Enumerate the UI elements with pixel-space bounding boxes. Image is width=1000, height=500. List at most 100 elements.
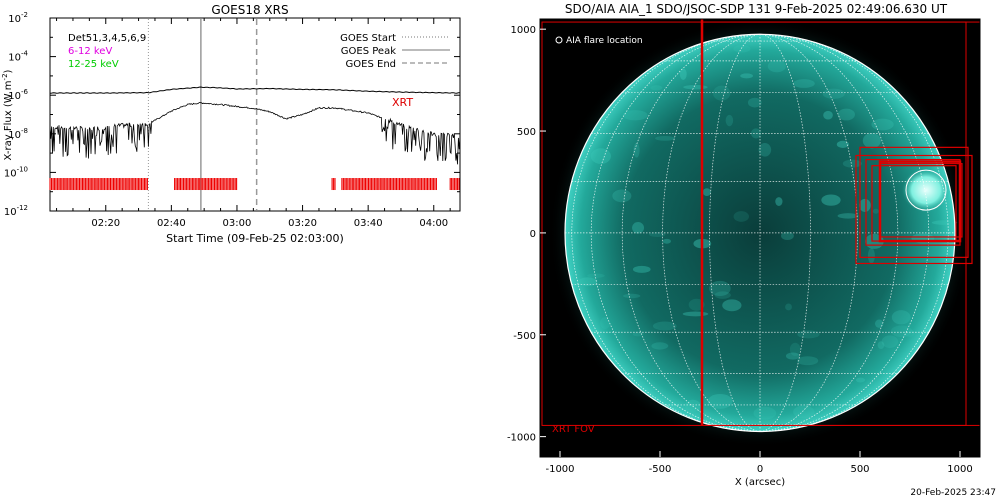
coronal-brightening bbox=[874, 319, 884, 328]
goes-chart-title: GOES18 XRS bbox=[211, 3, 288, 17]
aia-legend-marker bbox=[555, 36, 563, 44]
goes-y-tick-base: 10 bbox=[8, 91, 21, 102]
xrt-coverage-group bbox=[49, 178, 460, 191]
coronal-brightening bbox=[679, 68, 687, 80]
flare-brightening bbox=[902, 168, 950, 213]
coronal-brightening bbox=[707, 393, 733, 409]
coronal-brightening bbox=[785, 352, 800, 360]
aia-y-tick-label: 0 bbox=[530, 229, 536, 240]
goes-x-axis-label: Start Time (09-Feb-25 02:03:00) bbox=[166, 232, 344, 245]
coronal-brightening bbox=[733, 211, 750, 222]
aia-y-tick-label: -500 bbox=[513, 331, 536, 342]
goes-y-axis-label-main: X-ray Flux (W m bbox=[3, 80, 14, 160]
coronal-brightening bbox=[722, 299, 742, 312]
goes-x-axis: 02:20 02:40 03:00 03:20 03:40 04:00 bbox=[56, 18, 451, 229]
coronal-brightening bbox=[793, 405, 815, 419]
goes-y-tick-exp: -4 bbox=[21, 50, 29, 58]
xrt-fov-box-small bbox=[859, 146, 969, 258]
limb-outline bbox=[564, 33, 956, 433]
goes-y-axis-label-sup: -2 bbox=[1, 73, 9, 80]
coronal-brightening bbox=[890, 325, 913, 338]
goes-y-tick-base: 10 bbox=[8, 53, 21, 64]
coronal-brightening bbox=[740, 73, 753, 79]
longitude-grid-line bbox=[759, 33, 858, 432]
coronal-brightening bbox=[855, 377, 866, 383]
aia-y-axis: 1000 500 0 -500 -1000 bbox=[507, 25, 546, 444]
coronal-brightening bbox=[747, 97, 762, 108]
goes-legend-right-entry: GOES Start bbox=[340, 33, 396, 44]
coronal-brightening bbox=[713, 85, 731, 101]
coronal-brightening bbox=[775, 197, 783, 206]
coronal-brightening bbox=[590, 148, 611, 164]
goes-y-tick-label: 10-2 bbox=[8, 11, 28, 25]
coronal-brightening bbox=[796, 356, 819, 366]
flare-location-marker bbox=[905, 169, 947, 211]
coronal-brightening bbox=[931, 220, 958, 225]
coronal-brightening bbox=[633, 142, 640, 158]
coronal-brightening bbox=[702, 188, 711, 196]
aia-image-chart: SDO/AIA AIA_1 SDO/JSOC-SDP 131 9-Feb-202… bbox=[507, 2, 981, 488]
goes-legend-right-entry: GOES End bbox=[346, 59, 396, 70]
aia-image-content bbox=[541, 19, 980, 448]
coronal-brightening bbox=[600, 317, 611, 330]
goes-y-axis-label: X-ray Flux (W m-2) bbox=[1, 69, 14, 160]
coronal-brightening bbox=[904, 329, 915, 338]
goes-y-tick-base: 10 bbox=[8, 130, 21, 141]
coronal-brightening bbox=[785, 303, 792, 311]
coronal-brightening bbox=[821, 194, 841, 206]
coronal-brightening bbox=[867, 247, 875, 264]
coronal-brightening bbox=[859, 198, 871, 212]
longitude-grid-line bbox=[709, 33, 761, 432]
aia-x-tick-label: 0 bbox=[757, 464, 763, 475]
goes-y-tick-base: 10 bbox=[4, 207, 17, 218]
goes-x-tick-label: 02:40 bbox=[157, 218, 186, 229]
goes-y-tick-base: 10 bbox=[4, 168, 17, 179]
coronal-brightening bbox=[683, 84, 708, 90]
goes-y-tick-label: 10-4 bbox=[8, 50, 28, 64]
coronal-brightening bbox=[682, 311, 709, 317]
xrt-fov-label: XRT FOV bbox=[552, 424, 595, 435]
coronal-brightening bbox=[753, 406, 777, 420]
coronal-brightening bbox=[655, 135, 675, 141]
coronal-brightening bbox=[862, 133, 881, 149]
longitude-grid-line bbox=[590, 33, 761, 432]
coronal-brightening bbox=[709, 280, 731, 297]
xrt-fov-box-active bbox=[878, 160, 962, 243]
goes-y-tick-exp: -2 bbox=[21, 11, 28, 19]
goes-y-tick-exp: -12 bbox=[17, 204, 28, 212]
goes-x-tick-label: 04:00 bbox=[419, 218, 448, 229]
goes-series-group bbox=[49, 86, 461, 165]
coronal-brightening bbox=[652, 321, 677, 331]
coronal-brightening bbox=[714, 291, 731, 299]
coronal-brightening bbox=[793, 79, 815, 88]
goes-y-tick-exp: -6 bbox=[21, 88, 29, 96]
coronal-brightening bbox=[789, 342, 801, 356]
goes-y-tick-label: 10-8 bbox=[8, 127, 28, 141]
coronal-brightening bbox=[623, 293, 641, 299]
coronal-brightening bbox=[612, 189, 632, 203]
longitude-grid-line bbox=[759, 33, 949, 432]
aia-y-tick-label: 1000 bbox=[511, 25, 536, 36]
goes-series-line bbox=[49, 102, 461, 165]
footer-timestamp: 20-Feb-2025 23:47 bbox=[910, 488, 996, 498]
goes-legend-left-entry: Det51,3,4,5,6,9 bbox=[68, 33, 146, 44]
coronal-brightening bbox=[781, 231, 794, 241]
aia-x-axis-label: X (arcsec) bbox=[735, 477, 785, 488]
goes-legend-right: GOES Start GOES Peak GOES End bbox=[340, 33, 450, 70]
coronal-brightening bbox=[758, 142, 772, 157]
xrt-annotation: XRT bbox=[392, 96, 413, 109]
aia-y-tick-label: -1000 bbox=[507, 433, 536, 444]
goes-y-tick-label: 10-6 bbox=[8, 88, 28, 102]
coronal-brightening bbox=[587, 273, 605, 278]
goes-y-tick-label: 10-10 bbox=[4, 165, 28, 179]
goes-x-tick-label: 03:40 bbox=[354, 218, 383, 229]
coronal-brightening bbox=[650, 85, 663, 91]
coronal-brightening bbox=[651, 342, 669, 350]
aia-chart-title: SDO/AIA AIA_1 SDO/JSOC-SDP 131 9-Feb-202… bbox=[565, 2, 948, 16]
coronal-brightening bbox=[891, 310, 911, 325]
goes-x-tick-label: 03:20 bbox=[288, 218, 317, 229]
coronal-brightening bbox=[622, 110, 648, 121]
coronal-brightening bbox=[767, 60, 786, 73]
longitude-grid-line bbox=[571, 33, 761, 432]
